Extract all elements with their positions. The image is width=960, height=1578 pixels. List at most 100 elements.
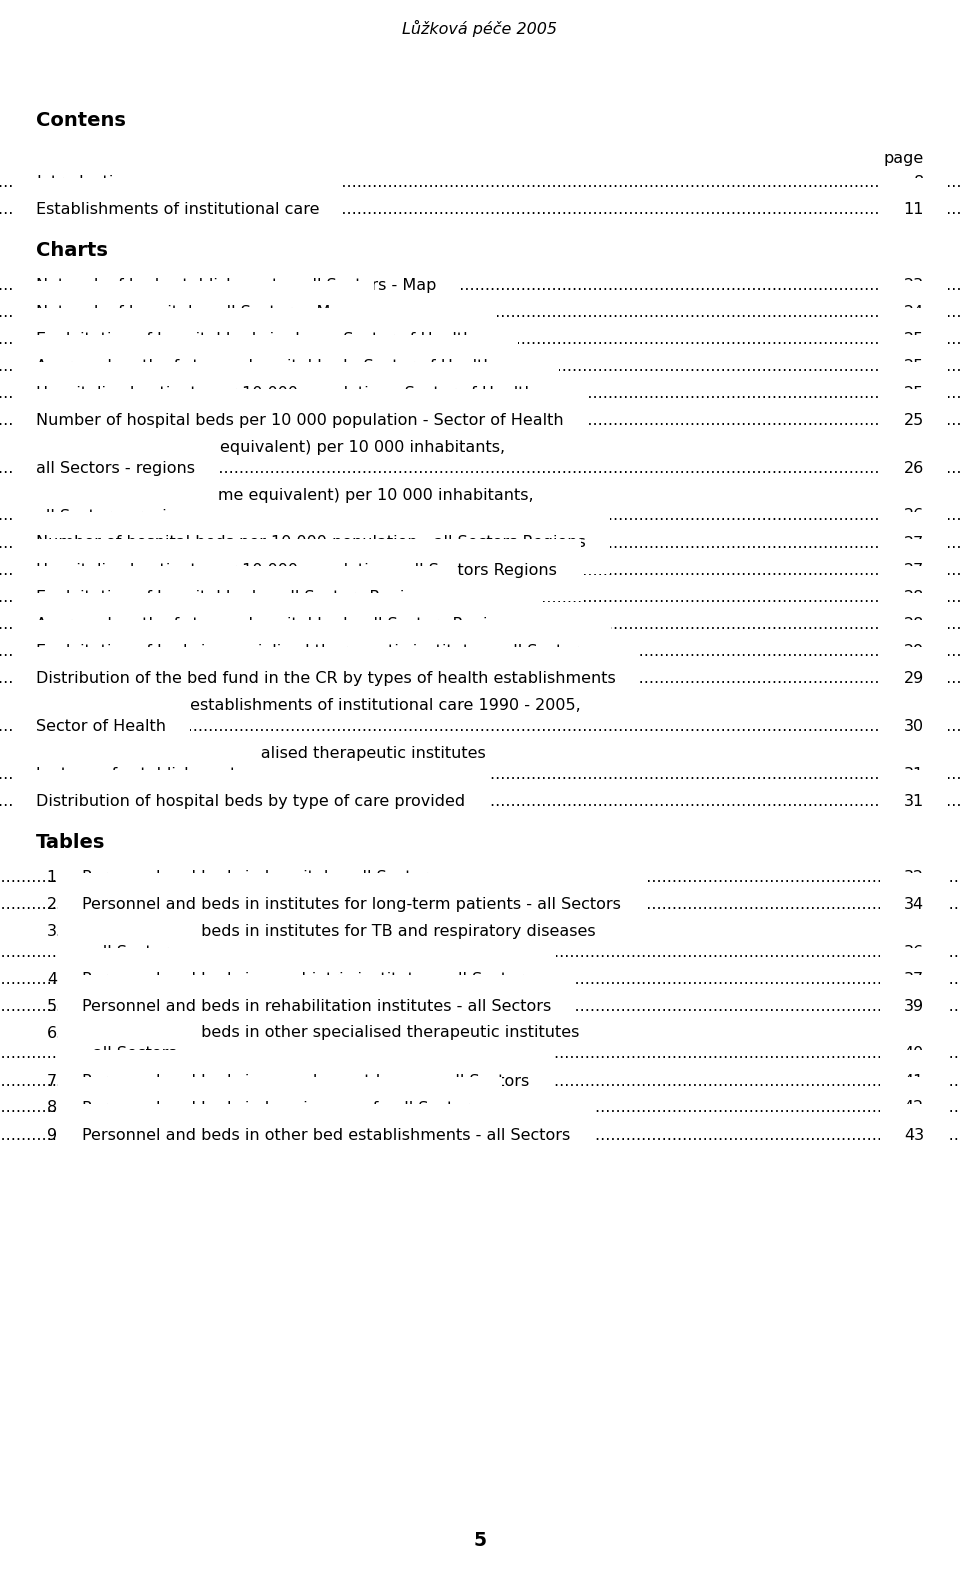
Text: 26: 26 bbox=[903, 508, 924, 524]
Text: 28: 28 bbox=[903, 590, 924, 604]
Text: Exploitation of hospital beds - all Sectors Regions: Exploitation of hospital beds - all Sect… bbox=[36, 590, 433, 604]
Text: ................................................................................: ........................................… bbox=[0, 412, 960, 428]
Text: - all Sectors: - all Sectors bbox=[82, 945, 177, 959]
Text: ................................................................................: ........................................… bbox=[0, 869, 960, 885]
Text: Establishments of institutional care: Establishments of institutional care bbox=[36, 202, 320, 216]
Text: 28: 28 bbox=[903, 617, 924, 631]
Text: ................................................................................: ........................................… bbox=[0, 999, 960, 1013]
Text: 24: 24 bbox=[903, 305, 924, 319]
Text: 8.: 8. bbox=[47, 1100, 62, 1116]
Text: ................................................................................: ........................................… bbox=[0, 1073, 960, 1089]
Text: Sector of Health: Sector of Health bbox=[36, 718, 166, 734]
Text: Personnel and beds in institutes for long-term patients - all Sectors: Personnel and beds in institutes for lon… bbox=[82, 896, 621, 912]
Text: Nurses at bed (wholetime equivalent) per 10 000 inhabitants,: Nurses at bed (wholetime equivalent) per… bbox=[36, 488, 534, 502]
Text: 27: 27 bbox=[903, 562, 924, 578]
Text: Number of hospital beds per 10 000 population - Sector of Health: Number of hospital beds per 10 000 popul… bbox=[36, 412, 564, 428]
Text: all Sectors - regions: all Sectors - regions bbox=[36, 508, 195, 524]
Text: ................................................................................: ........................................… bbox=[0, 385, 960, 401]
Text: 39: 39 bbox=[904, 999, 924, 1013]
Text: Personnel and beds in psychiatric institutes - all Sectors: Personnel and beds in psychiatric instit… bbox=[82, 972, 532, 986]
Text: ................................................................................: ........................................… bbox=[0, 671, 960, 685]
Text: all Sectors - regions: all Sectors - regions bbox=[36, 461, 195, 475]
Text: 31: 31 bbox=[903, 767, 924, 781]
Text: ................................................................................: ........................................… bbox=[0, 305, 960, 319]
Text: 29: 29 bbox=[903, 671, 924, 685]
Text: Distribution of hospital beds by type of care provided: Distribution of hospital beds by type of… bbox=[36, 794, 466, 808]
Text: 8: 8 bbox=[914, 175, 924, 189]
Text: 29: 29 bbox=[903, 644, 924, 658]
Text: ................................................................................: ........................................… bbox=[0, 644, 960, 658]
Text: ................................................................................: ........................................… bbox=[0, 278, 960, 292]
Text: ................................................................................: ........................................… bbox=[0, 590, 960, 604]
Text: 9.: 9. bbox=[47, 1128, 62, 1142]
Text: Charts: Charts bbox=[36, 240, 108, 259]
Text: 32: 32 bbox=[904, 869, 924, 885]
Text: 2.: 2. bbox=[47, 896, 62, 912]
Text: ................................................................................: ........................................… bbox=[0, 1046, 960, 1062]
Text: Distribution of the bed fund in the CR by types of health establishments: Distribution of the bed fund in the CR b… bbox=[36, 671, 615, 685]
Text: Contens: Contens bbox=[36, 110, 126, 129]
Text: 5: 5 bbox=[473, 1531, 487, 1550]
Text: 34: 34 bbox=[904, 896, 924, 912]
Text: Average length of stay on hospital bed - Sector of Health: Average length of stay on hospital bed -… bbox=[36, 358, 493, 374]
Text: 42: 42 bbox=[903, 1100, 924, 1116]
Text: 25: 25 bbox=[903, 331, 924, 347]
Text: 5.: 5. bbox=[47, 999, 62, 1013]
Text: 36: 36 bbox=[904, 945, 924, 959]
Text: ................................................................................: ........................................… bbox=[0, 617, 960, 631]
Text: Exploitation of beds in specialised therapeutic institutes - all Sectors: Exploitation of beds in specialised ther… bbox=[36, 644, 588, 658]
Text: 1.: 1. bbox=[47, 869, 62, 885]
Text: ................................................................................: ........................................… bbox=[0, 461, 960, 475]
Text: ................................................................................: ........................................… bbox=[0, 972, 960, 986]
Text: ................................................................................: ........................................… bbox=[0, 358, 960, 374]
Text: 27: 27 bbox=[903, 535, 924, 551]
Text: Hospitalised patients per 10 000 population - all Sectors Regions: Hospitalised patients per 10 000 populat… bbox=[36, 562, 557, 578]
Text: Tables: Tables bbox=[36, 833, 106, 852]
Text: Personnel and beds in hospices as of - all Sectors: Personnel and beds in hospices as of - a… bbox=[82, 1100, 478, 1116]
Text: 7.: 7. bbox=[47, 1073, 62, 1089]
Text: Lůžková péče 2005: Lůžková péče 2005 bbox=[402, 19, 558, 36]
Text: Personnel and beds in other bed establishments - all Sectors: Personnel and beds in other bed establis… bbox=[82, 1128, 570, 1142]
Text: 25: 25 bbox=[903, 412, 924, 428]
Text: ................................................................................: ........................................… bbox=[0, 535, 960, 551]
Text: Personnel and beds in institutes for TB and respiratory diseases: Personnel and beds in institutes for TB … bbox=[82, 923, 595, 939]
Text: ................................................................................: ........................................… bbox=[0, 1100, 960, 1116]
Text: page: page bbox=[884, 150, 924, 166]
Text: ................................................................................: ........................................… bbox=[0, 562, 960, 578]
Text: 6.: 6. bbox=[47, 1026, 62, 1040]
Text: 43: 43 bbox=[904, 1128, 924, 1142]
Text: Personnel and beds in rehabilitation institutes - all Sectors: Personnel and beds in rehabilitation ins… bbox=[82, 999, 551, 1013]
Text: 40: 40 bbox=[903, 1046, 924, 1062]
Text: Network of bed establishments - all Sectors - Map: Network of bed establishments - all Sect… bbox=[36, 278, 437, 292]
Text: 26: 26 bbox=[903, 461, 924, 475]
Text: Introduction: Introduction bbox=[36, 175, 133, 189]
Text: Number of beds in establishments of institutional care 1990 - 2005,: Number of beds in establishments of inst… bbox=[36, 697, 581, 713]
Text: 23: 23 bbox=[904, 278, 924, 292]
Text: Personnel and beds in hospitals - all Sectors: Personnel and beds in hospitals - all Se… bbox=[82, 869, 437, 885]
Text: Hospitalised patients per 10 000 population - Sector of Health: Hospitalised patients per 10 000 populat… bbox=[36, 385, 535, 401]
Text: Distribution of beds in specialised therapeutic institutes: Distribution of beds in specialised ther… bbox=[36, 745, 486, 761]
Text: 30: 30 bbox=[904, 718, 924, 734]
Text: ................................................................................: ........................................… bbox=[0, 794, 960, 808]
Text: ................................................................................: ........................................… bbox=[0, 718, 960, 734]
Text: 25: 25 bbox=[903, 385, 924, 401]
Text: ................................................................................: ........................................… bbox=[0, 945, 960, 959]
Text: by type of establishment: by type of establishment bbox=[36, 767, 236, 781]
Text: Personnel and beds in other specialised therapeutic institutes: Personnel and beds in other specialised … bbox=[82, 1026, 580, 1040]
Text: ................................................................................: ........................................… bbox=[0, 331, 960, 347]
Text: Network of hospitals - all Sectors - Map: Network of hospitals - all Sectors - Map bbox=[36, 305, 350, 319]
Text: Average length of stay on hospital bed - all Sectors Regions: Average length of stay on hospital bed -… bbox=[36, 617, 516, 631]
Text: 41: 41 bbox=[903, 1073, 924, 1089]
Text: - all Sectors: - all Sectors bbox=[82, 1046, 177, 1062]
Text: Physicians (wholetime equivalent) per 10 000 inhabitants,: Physicians (wholetime equivalent) per 10… bbox=[36, 440, 505, 454]
Text: ................................................................................: ........................................… bbox=[0, 202, 960, 216]
Text: Number of hospital beds per 10 000 population - all Sectors Regions: Number of hospital beds per 10 000 popul… bbox=[36, 535, 586, 551]
Text: Exploitation of hospital beds in days - Sector of Health: Exploitation of hospital beds in days - … bbox=[36, 331, 473, 347]
Text: 31: 31 bbox=[903, 794, 924, 808]
Text: ................................................................................: ........................................… bbox=[0, 767, 960, 781]
Text: 4.: 4. bbox=[47, 972, 62, 986]
Text: ................................................................................: ........................................… bbox=[0, 508, 960, 524]
Text: 25: 25 bbox=[903, 358, 924, 374]
Text: ................................................................................: ........................................… bbox=[0, 175, 960, 189]
Text: 37: 37 bbox=[904, 972, 924, 986]
